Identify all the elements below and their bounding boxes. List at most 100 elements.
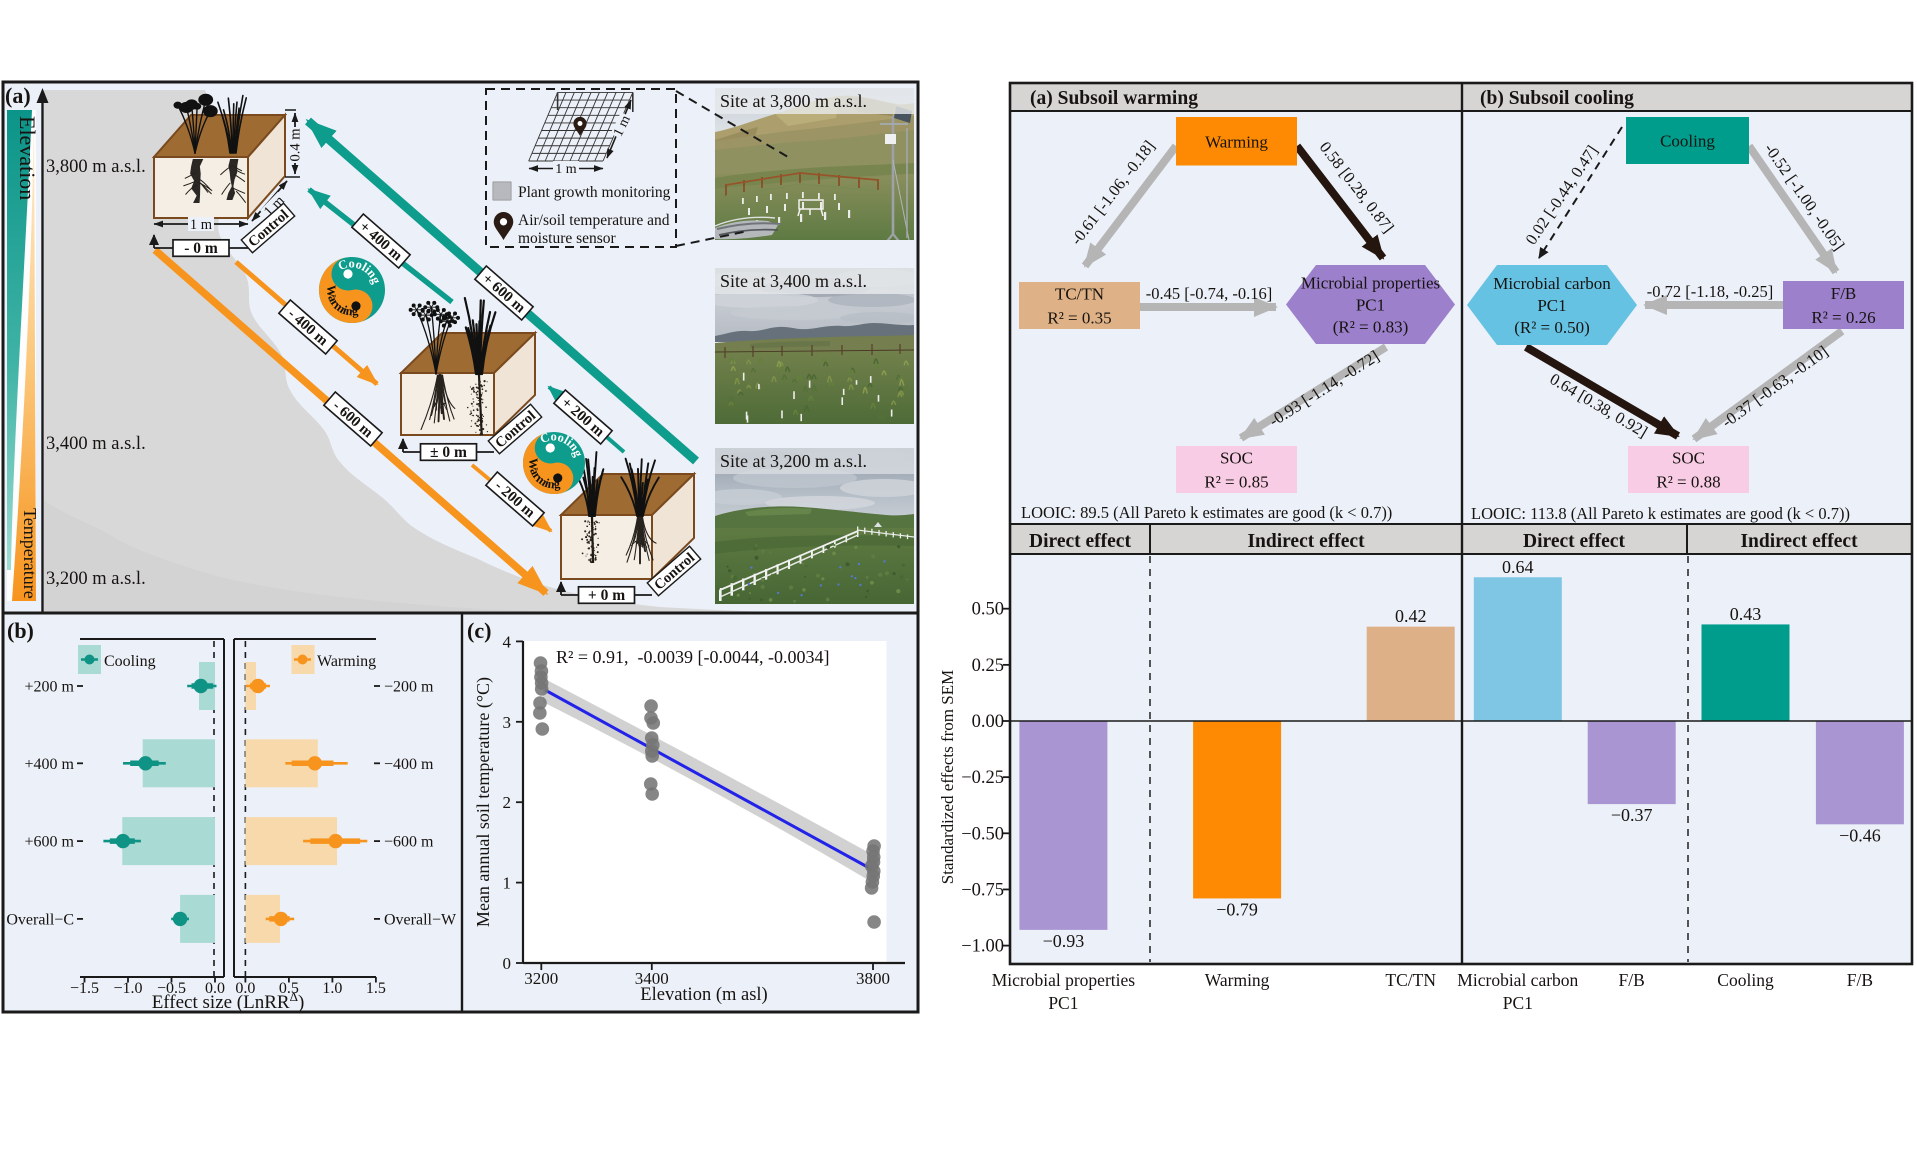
svg-text:Mean annual soil temperature (: Mean annual soil temperature (°C) <box>473 677 494 927</box>
svg-text:LOOIC: 89.5 (All Pareto k esti: LOOIC: 89.5 (All Pareto k estimates are … <box>1021 503 1392 522</box>
svg-text:−1.0: −1.0 <box>113 980 142 997</box>
svg-text:−0.75: −0.75 <box>961 880 1004 900</box>
svg-text:−0.37: −0.37 <box>1611 805 1653 825</box>
svg-text:R² = 0.91, -0.0039 [-0.0044,: R² = 0.91, -0.0039 [-0.0044, -0.0034] <box>556 647 830 667</box>
svg-text:Microbial properties: Microbial properties <box>992 970 1136 990</box>
svg-text:SOC: SOC <box>1672 449 1705 468</box>
svg-text:(b): (b) <box>7 618 34 643</box>
svg-text:3800: 3800 <box>856 969 890 988</box>
svg-text:0.64: 0.64 <box>1502 557 1534 577</box>
svg-text:+ 0 m: + 0 m <box>588 587 625 604</box>
svg-text:+200 m: +200 m <box>25 679 75 696</box>
svg-text:1: 1 <box>503 874 512 893</box>
svg-text:Cooling: Cooling <box>1717 970 1774 990</box>
svg-text:F/B: F/B <box>1619 970 1645 990</box>
svg-text:(c): (c) <box>467 618 491 643</box>
svg-text:PC1: PC1 <box>1537 296 1566 315</box>
svg-text:0.5: 0.5 <box>279 980 299 997</box>
svg-text:PC1: PC1 <box>1048 993 1078 1013</box>
svg-text:−0.5: −0.5 <box>157 980 186 997</box>
svg-text:(b) Subsoil cooling: (b) Subsoil cooling <box>1480 88 1634 109</box>
svg-text:0.25: 0.25 <box>972 656 1004 676</box>
svg-text:Air/soil temperature and: Air/soil temperature and <box>518 212 670 229</box>
svg-text:SOC: SOC <box>1220 449 1253 468</box>
svg-text:−1.00: −1.00 <box>961 937 1004 957</box>
svg-text:Site at 3,800 m a.s.l.: Site at 3,800 m a.s.l. <box>720 91 867 111</box>
svg-text:F/B: F/B <box>1847 970 1873 990</box>
svg-text:3: 3 <box>503 713 512 732</box>
svg-text:(R² = 0.83): (R² = 0.83) <box>1333 318 1409 337</box>
svg-text:Standardized effects from SEM: Standardized effects from SEM <box>938 670 957 884</box>
svg-text:Overall−W: Overall−W <box>384 911 457 928</box>
svg-text:−0.79: −0.79 <box>1216 899 1258 919</box>
svg-text:Indirect effect: Indirect effect <box>1247 531 1365 552</box>
svg-text:4: 4 <box>503 632 512 651</box>
svg-text:Plant growth monitoring: Plant growth monitoring <box>518 184 671 201</box>
svg-text:+400 m: +400 m <box>25 756 75 773</box>
svg-text:Microbial properties: Microbial properties <box>1301 274 1440 293</box>
svg-text:2: 2 <box>503 793 512 812</box>
svg-text:(a): (a) <box>5 83 31 108</box>
svg-text:−0.50: −0.50 <box>961 824 1004 844</box>
svg-text:−400 m: −400 m <box>384 756 434 773</box>
svg-text:(a) Subsoil warming: (a) Subsoil warming <box>1030 88 1198 109</box>
svg-text:Direct effect: Direct effect <box>1523 531 1625 552</box>
svg-text:Direct effect: Direct effect <box>1029 531 1131 552</box>
svg-text:-0.72 [-1.18, -0.25]: -0.72 [-1.18, -0.25] <box>1647 282 1773 301</box>
svg-text:Site at 3,200 m a.s.l.: Site at 3,200 m a.s.l. <box>720 451 867 471</box>
svg-text:0.50: 0.50 <box>972 600 1004 620</box>
svg-text:Microbial carbon: Microbial carbon <box>1493 274 1611 293</box>
svg-text:−600 m: −600 m <box>384 834 434 851</box>
svg-text:Effect size (LnRRΔ): Effect size (LnRRΔ) <box>152 989 305 1013</box>
svg-text:Cooling: Cooling <box>104 653 156 670</box>
svg-text:1.0: 1.0 <box>322 980 342 997</box>
svg-text:R² = 0.85: R² = 0.85 <box>1204 473 1268 492</box>
svg-text:Warming: Warming <box>1205 970 1270 990</box>
svg-text:(R² = 0.50): (R² = 0.50) <box>1514 318 1590 337</box>
svg-text:Microbial carbon: Microbial carbon <box>1457 970 1578 990</box>
svg-text:−200 m: −200 m <box>384 679 434 696</box>
svg-text:0.0: 0.0 <box>205 980 225 997</box>
svg-text:Indirect effect: Indirect effect <box>1740 531 1858 552</box>
svg-text:Site at 3,400 m a.s.l.: Site at 3,400 m a.s.l. <box>720 271 867 291</box>
svg-text:LOOIC: 113.8 (All Pareto k est: LOOIC: 113.8 (All Pareto k estimates are… <box>1471 504 1850 523</box>
svg-text:0.4 m: 0.4 m <box>288 128 304 162</box>
svg-text:−0.93: −0.93 <box>1043 931 1085 951</box>
svg-text:moisture sensor: moisture sensor <box>518 230 617 247</box>
svg-text:PC1: PC1 <box>1356 296 1385 315</box>
svg-text:−1.5: −1.5 <box>70 980 99 997</box>
svg-text:R² = 0.88: R² = 0.88 <box>1656 473 1720 492</box>
svg-text:Warming: Warming <box>317 653 376 670</box>
svg-text:0: 0 <box>503 954 512 973</box>
svg-text:TC/TN: TC/TN <box>1385 970 1436 990</box>
svg-text:3400: 3400 <box>635 969 669 988</box>
svg-text:Elevation (m asl): Elevation (m asl) <box>640 985 767 1005</box>
svg-text:Overall−C: Overall−C <box>6 911 74 928</box>
svg-text:0.00: 0.00 <box>972 712 1004 732</box>
svg-text:R² = 0.26: R² = 0.26 <box>1811 308 1875 327</box>
svg-text:Cooling: Cooling <box>1660 132 1715 151</box>
svg-text:−0.25: −0.25 <box>961 768 1004 788</box>
svg-text:0.42: 0.42 <box>1395 606 1427 626</box>
svg-text:1.5: 1.5 <box>366 980 386 997</box>
svg-text:0.0: 0.0 <box>235 980 255 997</box>
svg-text:+600 m: +600 m <box>25 834 75 851</box>
svg-text:F/B: F/B <box>1831 284 1857 303</box>
svg-text:R² = 0.35: R² = 0.35 <box>1047 309 1111 328</box>
svg-text:3,400 m a.s.l.: 3,400 m a.s.l. <box>46 434 146 454</box>
svg-text:−0.46: −0.46 <box>1839 825 1881 845</box>
svg-text:3200: 3200 <box>524 969 558 988</box>
svg-text:- 0 m: - 0 m <box>184 240 218 257</box>
svg-text:1 m: 1 m <box>555 162 577 177</box>
svg-text:± 0 m: ± 0 m <box>430 444 467 461</box>
svg-text:Elevation: Elevation <box>15 116 40 200</box>
svg-text:TC/TN: TC/TN <box>1055 285 1104 304</box>
svg-text:3,800 m a.s.l.: 3,800 m a.s.l. <box>46 157 146 177</box>
svg-text:-0.45 [-0.74, -0.16]: -0.45 [-0.74, -0.16] <box>1146 284 1272 303</box>
svg-text:PC1: PC1 <box>1503 993 1533 1013</box>
svg-text:0.43: 0.43 <box>1730 604 1762 624</box>
svg-text:1 m: 1 m <box>190 217 213 233</box>
svg-text:Temperature: Temperature <box>20 508 40 599</box>
svg-text:Warming: Warming <box>1205 132 1268 151</box>
svg-text:3,200 m a.s.l.: 3,200 m a.s.l. <box>46 569 146 589</box>
